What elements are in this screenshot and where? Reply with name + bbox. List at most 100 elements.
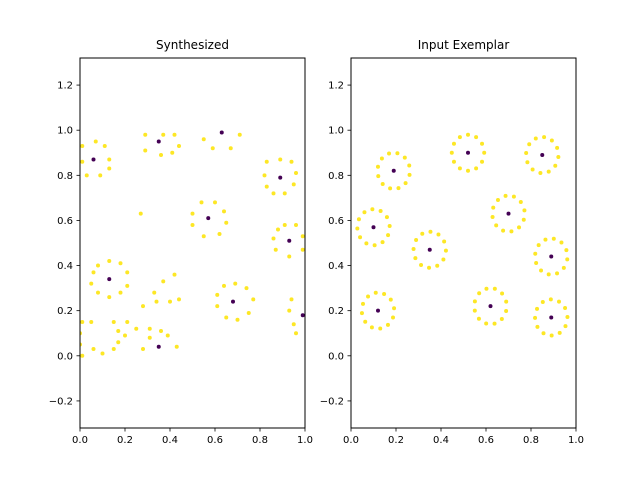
ring-point xyxy=(118,290,123,295)
ring-point xyxy=(91,270,96,275)
ring-point xyxy=(282,191,287,196)
ring-point xyxy=(551,236,556,241)
ring-point xyxy=(441,257,446,262)
center-point xyxy=(466,150,470,155)
ring-point xyxy=(102,143,107,148)
ring-point xyxy=(224,315,229,320)
ring-point xyxy=(276,227,280,232)
ring-point xyxy=(174,344,179,349)
ring-point xyxy=(484,321,489,326)
x-tick-label: 1.0 xyxy=(568,435,584,446)
ring-point xyxy=(289,297,294,302)
center-point xyxy=(391,168,396,173)
ring-point xyxy=(556,155,561,160)
y-tick-label: 0.4 xyxy=(57,261,73,272)
ring-point xyxy=(141,347,145,352)
ring-point xyxy=(561,265,566,270)
ring-point xyxy=(356,217,361,222)
ring-point xyxy=(360,301,365,306)
ring-point xyxy=(543,237,548,242)
ring-point xyxy=(107,157,112,162)
ring-point xyxy=(387,223,392,228)
ring-point xyxy=(546,272,551,277)
ring-point xyxy=(565,315,570,319)
ring-point xyxy=(376,174,381,179)
y-tick-label: −0.2 xyxy=(49,396,73,407)
ring-point xyxy=(154,299,159,304)
x-tick-label: 0.2 xyxy=(117,435,133,446)
ring-point xyxy=(358,235,363,240)
ring-point xyxy=(387,151,392,156)
ring-point xyxy=(278,157,283,162)
ring-point xyxy=(138,211,143,216)
center-point xyxy=(206,216,211,221)
ring-point xyxy=(427,265,432,270)
y-tick-label: 0.6 xyxy=(57,216,73,227)
ring-point xyxy=(499,317,504,322)
ring-point xyxy=(89,281,94,286)
ring-point xyxy=(536,243,541,248)
ring-point xyxy=(172,272,177,277)
ring-point xyxy=(518,199,523,204)
ring-point xyxy=(215,304,220,309)
ring-point xyxy=(159,328,163,333)
ring-point xyxy=(535,324,540,329)
ring-point xyxy=(466,132,470,137)
center-point xyxy=(107,277,112,282)
ring-point xyxy=(147,335,152,340)
ring-point xyxy=(170,150,175,155)
ring-point xyxy=(141,304,145,309)
ring-point xyxy=(116,328,121,333)
ring-point xyxy=(291,322,296,327)
ring-point xyxy=(540,300,545,305)
ring-point xyxy=(300,247,305,252)
ring-point xyxy=(533,251,538,256)
ring-point xyxy=(190,211,195,216)
ring-point xyxy=(407,163,412,168)
ring-point xyxy=(480,141,485,146)
ring-point xyxy=(235,317,240,322)
ring-point xyxy=(553,163,558,168)
ring-point xyxy=(419,262,424,267)
ring-point xyxy=(147,326,152,331)
ring-point xyxy=(100,351,105,356)
ring-point xyxy=(80,159,85,164)
axes-frame xyxy=(79,57,306,429)
ring-point xyxy=(152,290,157,295)
y-tick-label: 1.2 xyxy=(328,81,344,92)
x-axis: 0.0 0.2 0.4 0.6 0.8 1.0 xyxy=(72,428,313,446)
ring-point xyxy=(264,184,269,189)
ring-point xyxy=(480,159,485,164)
ring-point xyxy=(395,151,400,156)
ring-point xyxy=(443,248,448,253)
x-tick-label: 0.2 xyxy=(388,435,404,446)
ring-point xyxy=(420,231,425,236)
ring-point xyxy=(524,150,529,155)
ring-point xyxy=(190,222,195,227)
ring-point xyxy=(294,331,298,336)
y-tick-label: 0.8 xyxy=(328,171,344,182)
ring-point xyxy=(244,286,249,291)
ring-point xyxy=(509,229,514,234)
ring-point xyxy=(504,299,509,304)
ring-point xyxy=(534,260,539,265)
ring-point xyxy=(366,294,371,299)
ring-point xyxy=(482,150,487,155)
scatter-marks xyxy=(355,132,570,338)
ring-point xyxy=(375,164,380,169)
ring-point xyxy=(388,186,393,191)
ring-point xyxy=(466,168,470,173)
x-tick-label: 0.8 xyxy=(523,435,539,446)
ring-point xyxy=(370,207,375,212)
ring-point xyxy=(555,271,560,276)
ring-point xyxy=(557,299,561,304)
ring-point xyxy=(384,215,389,220)
ring-point xyxy=(391,315,396,320)
ring-point xyxy=(491,205,496,210)
axes-frame xyxy=(350,57,577,429)
ring-point xyxy=(177,143,181,148)
ring-point xyxy=(407,172,412,177)
ring-point xyxy=(542,135,547,140)
ring-point xyxy=(555,145,560,150)
ring-point xyxy=(382,291,387,296)
